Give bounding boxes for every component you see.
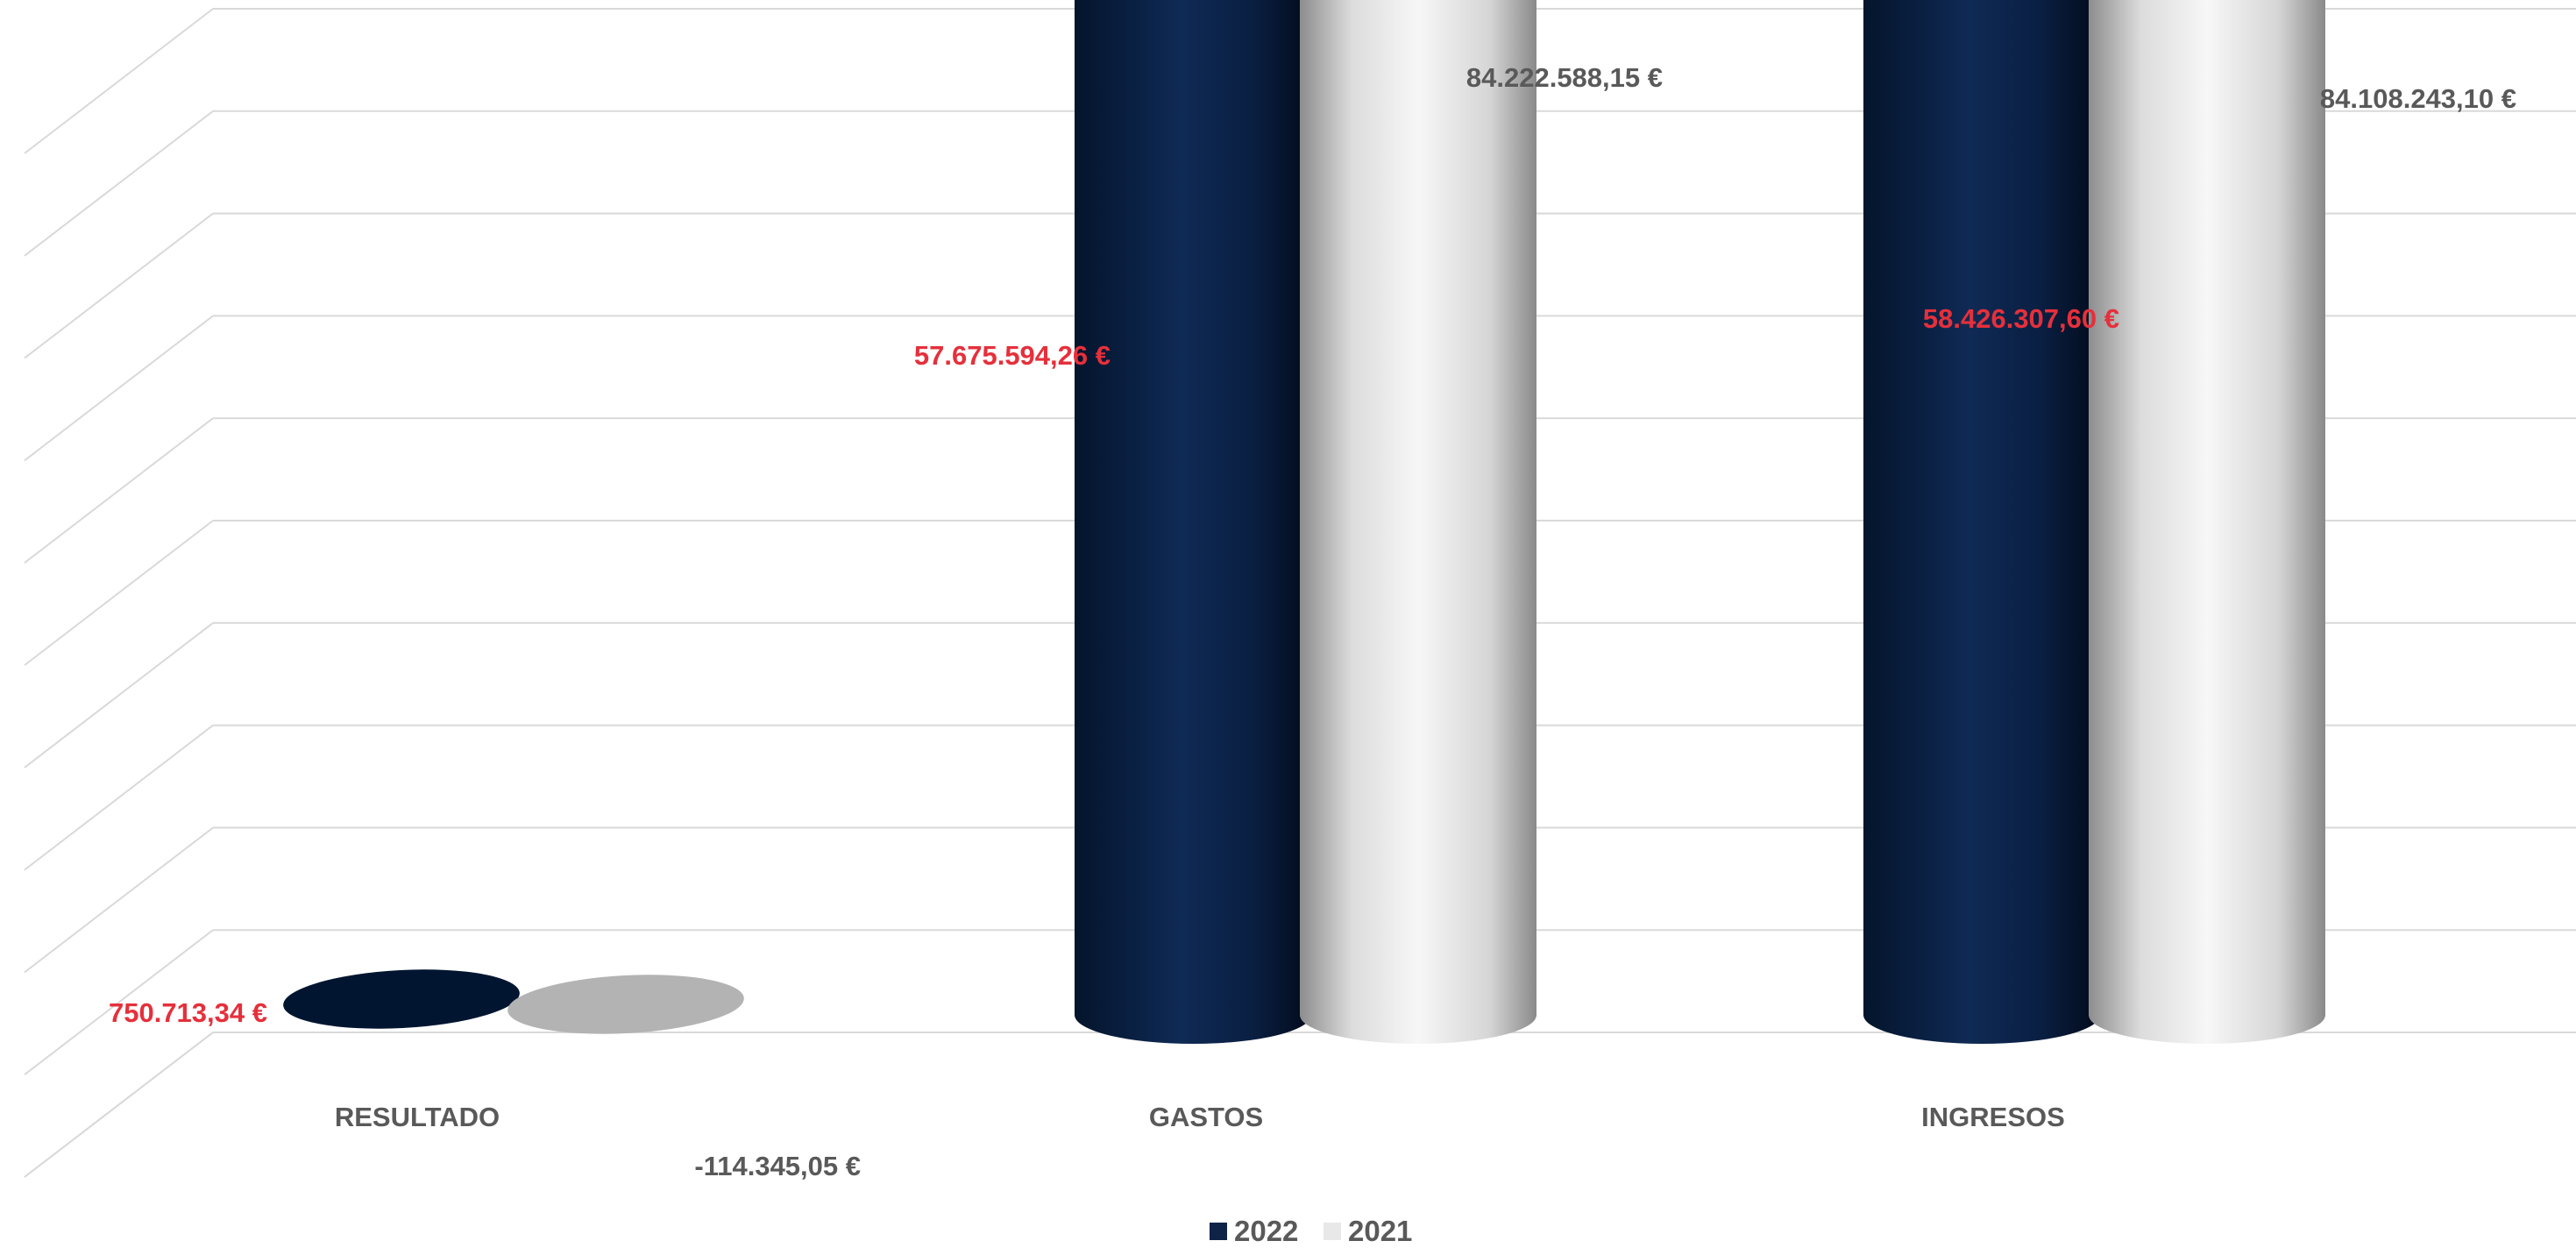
gridline-depth [24, 520, 214, 666]
bars [283, 0, 2325, 1044]
data-label: 57.675.594,26 € [914, 340, 1111, 371]
bar-2021-resultado [507, 975, 744, 1034]
cylinder-body [1863, 0, 2100, 1044]
value-labels: 750.713,34 € 57.675.594,26 € 58.426.307,60… [109, 62, 2516, 1181]
category-label: RESULTADO [335, 1102, 500, 1132]
bar-2022-gastos [1075, 0, 1311, 1044]
legend: 2022 2021 [1210, 1215, 1412, 1247]
category-axis: RESULTADO GASTOS INGRESOS [335, 1102, 2065, 1132]
gridline-depth [24, 315, 214, 462]
data-label: -114.345,05 € [694, 1151, 861, 1181]
data-label: 84.108.243,10 € [2320, 83, 2516, 114]
gridline-depth [24, 826, 214, 974]
gridline-depth [24, 929, 214, 1075]
legend-label: 2022 [1234, 1215, 1298, 1247]
cylinder-body [1075, 0, 1311, 1044]
bar-2021-gastos [1300, 0, 1536, 1044]
legend-label: 2021 [1348, 1215, 1412, 1247]
category-label: INGRESOS [1921, 1102, 2065, 1132]
cylinder-body [2089, 0, 2325, 1044]
bar-2022-ingresos [1863, 0, 2100, 1044]
gridline-depth [24, 110, 214, 257]
gridline-depth [24, 212, 214, 359]
gridline-depth [24, 724, 214, 871]
cylinder-cap [283, 969, 520, 1029]
floor-edge [24, 1032, 214, 1178]
data-label: 58.426.307,60 € [1923, 303, 2119, 334]
bar-2022-resultado [283, 969, 520, 1029]
legend-swatch [1323, 1223, 1341, 1240]
gridline-depth [24, 417, 214, 564]
cylinder-cap [507, 975, 744, 1034]
category-label: GASTOS [1149, 1102, 1263, 1132]
bar-2021-ingresos [2089, 0, 2325, 1044]
legend-swatch [1210, 1223, 1227, 1240]
data-label: 84.222.588,15 € [1466, 62, 1663, 93]
gridline-depth [24, 8, 214, 154]
data-label: 750.713,34 € [109, 997, 267, 1028]
cylinder-body [1300, 0, 1536, 1044]
gridline-depth [24, 622, 214, 769]
